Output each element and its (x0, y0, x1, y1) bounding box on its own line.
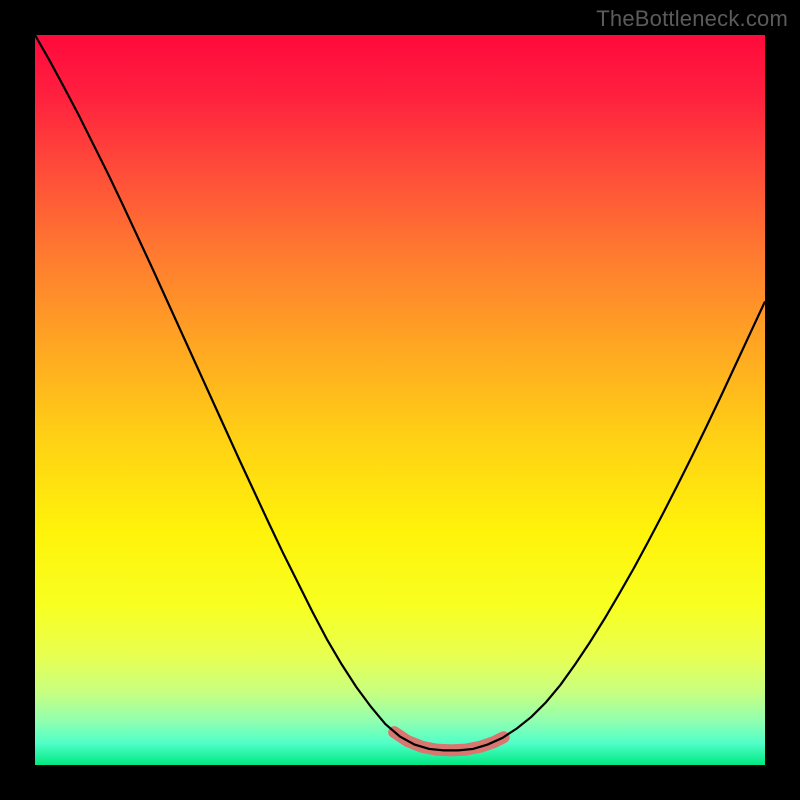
chart-plot-area (35, 35, 765, 765)
chart-curve-layer (35, 35, 765, 765)
chart-main-curve (35, 35, 765, 750)
watermark-text: TheBottleneck.com (596, 6, 788, 32)
